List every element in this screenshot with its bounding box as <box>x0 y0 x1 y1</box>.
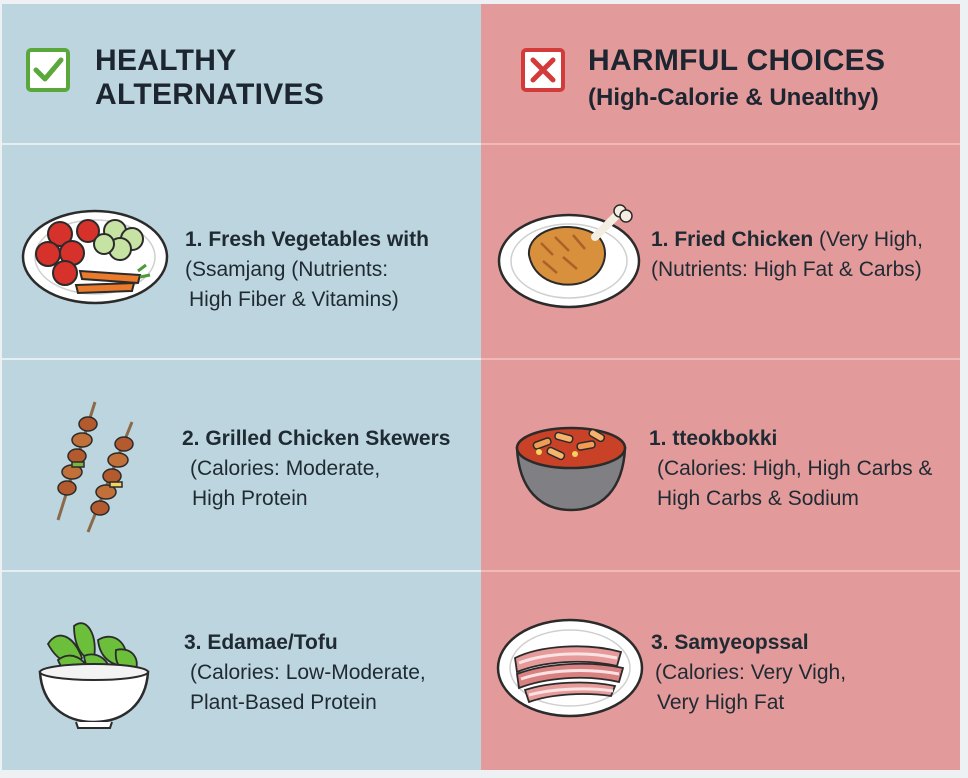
item-detail: Plant-Based Protein <box>190 691 377 714</box>
pork-belly-icon <box>496 618 644 718</box>
harmful-title: HARMFUL CHOICES <box>588 44 886 77</box>
item-detail: (Calories: High, High Carbs & <box>657 457 933 480</box>
harmful-header: HARMFUL CHOICES (High-Calorie & Unealthy… <box>481 4 960 143</box>
healthy-item-2-text: 2. Grilled Chicken Skewers (Calories: Mo… <box>182 424 450 514</box>
item-detail: (Calories: Moderate, <box>190 457 381 480</box>
item-title: 2. Grilled Chicken Skewers <box>182 427 451 450</box>
item-title: 1. Fried Chicken <box>651 228 814 251</box>
harmful-item-3: 3. Samyeopssal (Calories: Very Vigh, Ver… <box>481 570 960 770</box>
fried-chicken-icon <box>497 204 641 309</box>
item-detail: Very High Fat <box>657 691 785 714</box>
edamame-bowl-icon <box>38 622 150 729</box>
healthy-item-3: 3. Edamae/Tofu (Calories: Low-Moderate, … <box>2 570 481 770</box>
item-detail: (Ssamjang (Nutrients: <box>185 258 389 281</box>
vegetable-plate-icon <box>21 209 169 305</box>
check-icon <box>26 48 70 92</box>
item-title-rest: (Very High, <box>813 228 923 251</box>
item-title: 1. Fresh Vegetables with <box>185 228 429 251</box>
harmful-item-1-text: 1. Fried Chicken (Very High, (Nutrients:… <box>651 225 923 285</box>
harmful-item-2: 1. tteokbokki (Calories: High, High Carb… <box>481 358 960 570</box>
item-title: 3. Samyeopssal <box>651 631 809 654</box>
chicken-skewers-icon <box>56 401 134 533</box>
item-title: 1. tteokbokki <box>649 427 778 450</box>
tteokbokki-bowl-icon <box>515 426 627 512</box>
healthy-header: HEALTHY ALTERNATIVES <box>2 4 481 143</box>
harmful-item-1: 1. Fried Chicken (Very High, (Nutrients:… <box>481 143 960 358</box>
item-detail: High Carbs & Sodium <box>657 487 859 510</box>
item-detail: High Protein <box>192 487 308 510</box>
item-title: 3. Edamae/Tofu <box>184 631 338 654</box>
item-detail: (Calories: Very Vigh, <box>655 661 847 684</box>
harmful-item-3-text: 3. Samyeopssal (Calories: Very Vigh, Ver… <box>651 628 846 718</box>
healthy-title: HEALTHY ALTERNATIVES <box>95 44 325 111</box>
cross-icon <box>521 48 565 92</box>
healthy-item-2: 2. Grilled Chicken Skewers (Calories: Mo… <box>2 358 481 570</box>
harmful-item-2-text: 1. tteokbokki (Calories: High, High Carb… <box>649 424 932 514</box>
item-detail: (Calories: Low-Moderate, <box>190 661 426 684</box>
healthy-item-3-text: 3. Edamae/Tofu (Calories: Low-Moderate, … <box>184 628 426 718</box>
item-detail: (Nutrients: High Fat & Carbs) <box>651 258 922 281</box>
comparison-board: HEALTHY ALTERNATIVES HARMFUL CHOICES (Hi… <box>2 4 960 770</box>
harmful-subtitle: (High-Calorie & Unealthy) <box>588 84 879 111</box>
item-detail: High Fiber & Vitamins) <box>189 288 399 311</box>
healthy-item-1: 1. Fresh Vegetables with (Ssamjang (Nutr… <box>2 143 481 358</box>
healthy-item-1-text: 1. Fresh Vegetables with (Ssamjang (Nutr… <box>185 225 429 315</box>
